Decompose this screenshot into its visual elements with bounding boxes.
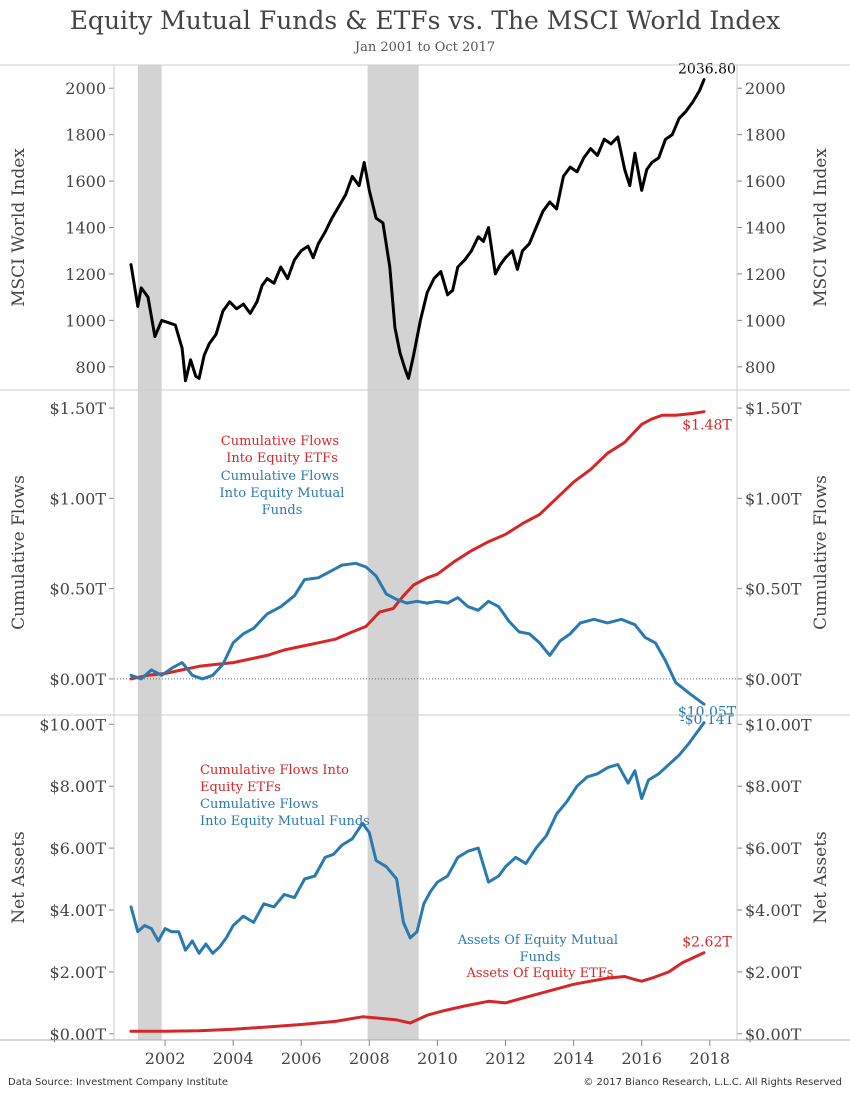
y-tick-label-right-3-5: $10.00T (745, 715, 812, 734)
x-tick-label-6: 2014 (553, 1049, 594, 1068)
y-axis-label-left-3: Net Assets (9, 831, 29, 924)
y-tick-label-left-2-2: $1.00T (50, 489, 107, 508)
legend-mutual-flows-3: Cumulative Flows Into Equity Mutual Fund… (200, 797, 370, 829)
recession-band-3-2 (367, 715, 419, 1040)
y-tick-label-left-3-4: $8.00T (50, 777, 107, 796)
y-tick-label-right-3-4: $8.00T (745, 777, 802, 796)
end-label-2-1: $1.48T (682, 418, 732, 434)
end-label-3-1: $10.05T (678, 705, 737, 721)
recession-band-3-1 (137, 715, 162, 1040)
legend-etf-flows-3: Cumulative Flows Into Equity ETFs (200, 763, 353, 795)
y-tick-label-right-1-5: 1800 (745, 126, 786, 145)
y-axis-label-left-1: MSCI World Index (9, 148, 29, 307)
recession-band-2-2 (367, 390, 419, 715)
y-tick-label-right-3-2: $4.00T (745, 901, 802, 920)
y-tick-label-left-3-3: $6.00T (50, 839, 107, 858)
x-tick-label-2: 2006 (281, 1049, 322, 1068)
y-tick-label-left-2-1: $0.50T (50, 580, 107, 599)
y-tick-label-left-1-6: 2000 (65, 79, 106, 98)
y-tick-label-right-1-1: 1000 (745, 311, 786, 330)
end-label-1-1: 2036.80 (678, 62, 736, 78)
y-axis-label-left-2: Cumulative Flows (9, 475, 29, 630)
y-tick-label-left-3-1: $2.00T (50, 963, 107, 982)
recession-band-1-1 (137, 65, 162, 390)
legend-mutual-assets: Assets Of Equity Mutual Funds (457, 933, 622, 965)
recession-band-2-1 (137, 390, 162, 715)
y-tick-label-right-2-0: $0.00T (745, 670, 802, 689)
y-tick-label-right-2-1: $0.50T (745, 580, 802, 599)
y-tick-label-right-3-3: $6.00T (745, 839, 802, 858)
y-tick-label-right-1-3: 1400 (745, 219, 786, 238)
x-tick-label-7: 2016 (621, 1049, 662, 1068)
y-axis-label-right-1: MSCI World Index (811, 148, 831, 307)
y-tick-label-right-1-2: 1200 (745, 265, 786, 284)
legend-etf-flows-2: Cumulative Flows Into Equity ETFs (221, 434, 343, 466)
footer-source: Data Source: Investment Company Institut… (8, 1077, 229, 1088)
y-tick-label-left-1-5: 1800 (65, 126, 106, 145)
x-tick-label-8: 2018 (689, 1049, 730, 1068)
end-label-3-2: $2.62T (682, 935, 732, 951)
y-tick-label-left-2-0: $0.00T (50, 670, 107, 689)
footer-copyright: © 2017 Bianco Research, L.L.C. All Right… (583, 1077, 842, 1088)
series-line-2-1 (129, 410, 706, 681)
page-title: Equity Mutual Funds & ETFs vs. The MSCI … (69, 6, 781, 35)
y-tick-label-left-3-2: $4.00T (50, 901, 107, 920)
y-axis-label-right-2: Cumulative Flows (811, 475, 831, 630)
recession-band-1-2 (367, 65, 419, 390)
legend-mutual-flows-2: Cumulative Flows Into Equity Mutual Funds (220, 469, 345, 518)
x-tick-label-5: 2012 (485, 1049, 526, 1068)
y-tick-label-left-1-4: 1600 (65, 172, 106, 191)
series-line-3-1 (129, 721, 706, 955)
y-tick-label-right-1-4: 1600 (745, 172, 786, 191)
x-tick-label-4: 2010 (417, 1049, 458, 1068)
y-tick-label-right-3-1: $2.00T (745, 963, 802, 982)
page-subtitle: Jan 2001 to Oct 2017 (354, 40, 496, 55)
series-line-2-2 (129, 561, 706, 706)
x-tick-label-1: 2004 (213, 1049, 254, 1068)
y-tick-label-left-1-1: 1000 (65, 311, 106, 330)
y-tick-label-left-3-0: $0.00T (50, 1025, 107, 1044)
y-tick-label-right-2-3: $1.50T (745, 399, 802, 418)
end-label-2-2: -$0.14T (680, 712, 735, 728)
x-tick-label-0: 2002 (145, 1049, 186, 1068)
series-line-3-2 (129, 951, 706, 1033)
legend-etf-assets: Assets Of Equity ETFs (466, 966, 614, 981)
y-tick-label-right-3-0: $0.00T (745, 1025, 802, 1044)
y-tick-label-left-2-3: $1.50T (50, 399, 107, 418)
series-line-1-1 (129, 78, 706, 383)
y-tick-label-right-1-6: 2000 (745, 79, 786, 98)
y-tick-label-left-1-3: 1400 (65, 219, 106, 238)
y-tick-label-left-1-2: 1200 (65, 265, 106, 284)
y-tick-label-right-1-0: 800 (745, 358, 776, 377)
y-tick-label-left-3-5: $10.00T (39, 715, 106, 734)
x-tick-label-3: 2008 (349, 1049, 390, 1068)
y-tick-label-right-2-2: $1.00T (745, 489, 802, 508)
y-axis-label-right-3: Net Assets (811, 831, 831, 924)
y-tick-label-left-1-0: 800 (75, 358, 106, 377)
